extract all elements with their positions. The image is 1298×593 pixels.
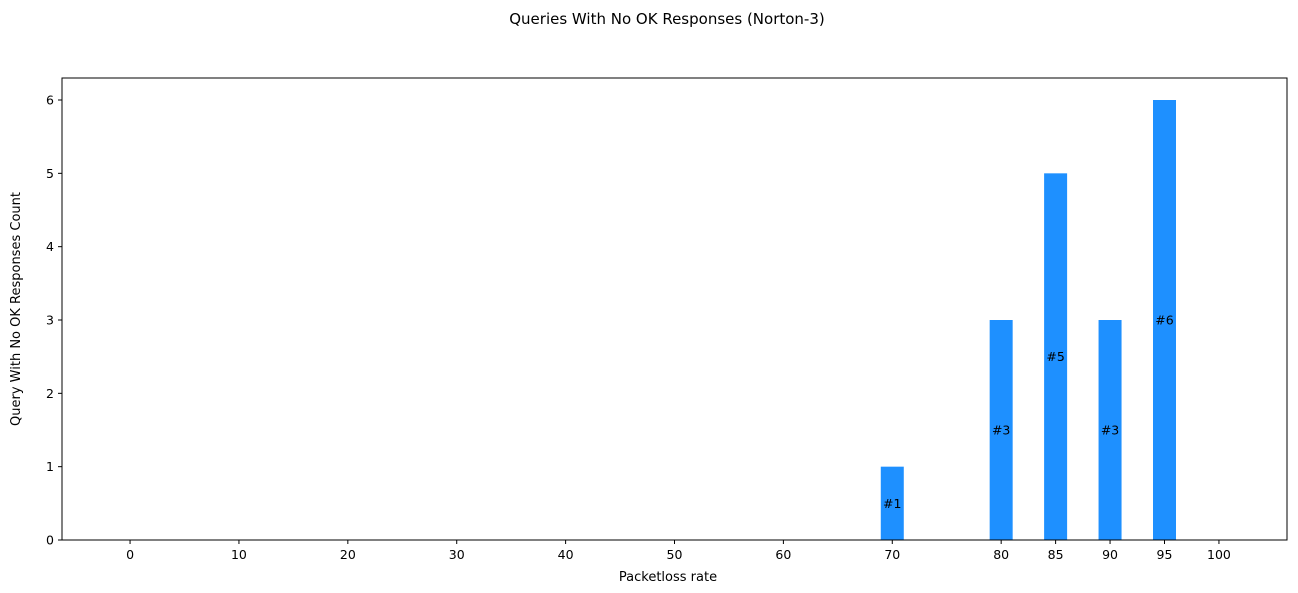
x-tick-label: 20 xyxy=(340,547,356,562)
x-tick-label: 40 xyxy=(558,547,574,562)
bar xyxy=(1044,173,1068,541)
x-tick-label: 85 xyxy=(1048,547,1064,562)
plot-frame xyxy=(61,77,1288,541)
y-tick-label: 5 xyxy=(46,166,54,181)
x-tick-label: 95 xyxy=(1157,547,1173,562)
bar-label: #1 xyxy=(883,496,901,511)
bar-label: #3 xyxy=(992,423,1010,438)
bar-label: #6 xyxy=(1155,313,1173,328)
x-tick-label: 0 xyxy=(126,547,134,562)
y-axis-label: Query With No OK Responses Count xyxy=(9,192,24,426)
y-tick-label: 2 xyxy=(46,386,54,401)
bar-label: #3 xyxy=(1101,423,1119,438)
x-tick-label: 90 xyxy=(1102,547,1118,562)
x-tick-label: 10 xyxy=(231,547,247,562)
y-tick-label: 6 xyxy=(46,93,54,108)
x-tick-label: 60 xyxy=(775,547,791,562)
bar xyxy=(1153,100,1176,540)
y-tick-label: 3 xyxy=(46,313,54,328)
x-tick-label: 50 xyxy=(667,547,683,562)
plot-area: 0 10 20 30 40 50 60 70 80 85 90 95 100 0 1 2 3 4 5 6 #1 #3 #5 #… xyxy=(46,93,1231,563)
y-tick-label: 4 xyxy=(46,239,54,254)
x-tick-label: 80 xyxy=(993,547,1009,562)
chart-title: Queries With No OK Responses (Norton-3) xyxy=(509,10,825,28)
y-tick-label: 1 xyxy=(46,459,54,474)
bar xyxy=(989,320,1013,540)
x-tick-label: 70 xyxy=(884,547,900,562)
bar xyxy=(1098,320,1122,540)
x-tick-label: 30 xyxy=(449,547,465,562)
bar xyxy=(880,466,904,540)
y-tick-label: 0 xyxy=(46,533,54,548)
x-tick-label: 100 xyxy=(1207,547,1231,562)
x-axis-label: Packetloss rate xyxy=(619,570,717,585)
bar-label: #5 xyxy=(1046,349,1064,364)
